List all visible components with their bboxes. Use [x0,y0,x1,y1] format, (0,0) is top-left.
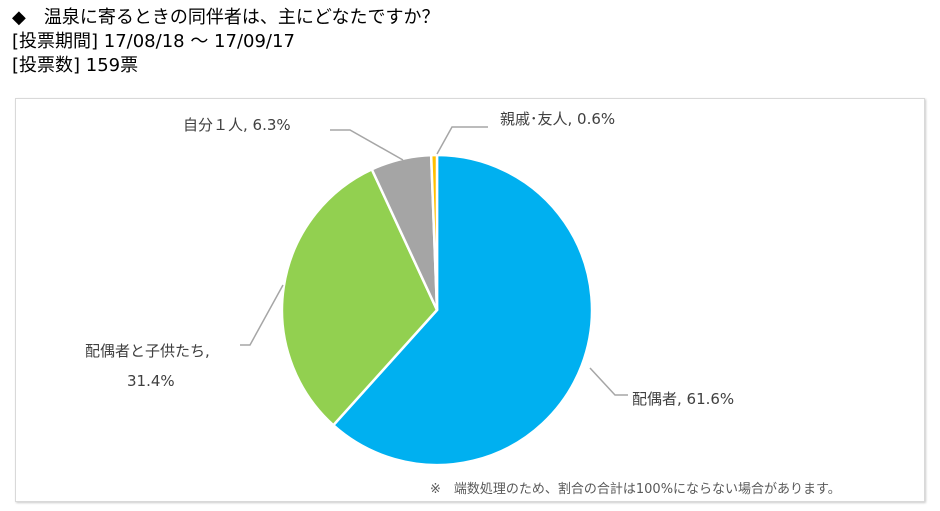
footnote: ※ 端数処理のため、割合の合計は100%にならない場合があります。 [430,482,841,497]
pie-slice-0 [331,153,594,467]
label-spouse: 配偶者, 61.6% [632,390,734,408]
label-alone: 自分１人, 6.3% [183,116,291,134]
pie-slice-3 [429,153,439,311]
leader-line-relatives [436,126,488,155]
chart-area [15,98,925,502]
leader-line-family [240,284,284,346]
leader-line-spouse [589,367,628,396]
label-relatives: 親戚･友人, 0.6% [500,110,615,128]
vote-count: [投票数] 159票 [12,55,139,76]
voting-period: [投票期間] 17/08/18 ～ 17/09/17 [12,31,295,52]
leader-lines [240,126,628,396]
label-family-line2: 31.4% [127,372,175,390]
question-title: ◆ 温泉に寄るときの同伴者は、主にどなたですか？ [12,7,440,28]
leader-line-alone [330,129,404,161]
pie-slice-1 [280,167,439,427]
label-family-line1: 配偶者と子供たち, [85,342,210,360]
